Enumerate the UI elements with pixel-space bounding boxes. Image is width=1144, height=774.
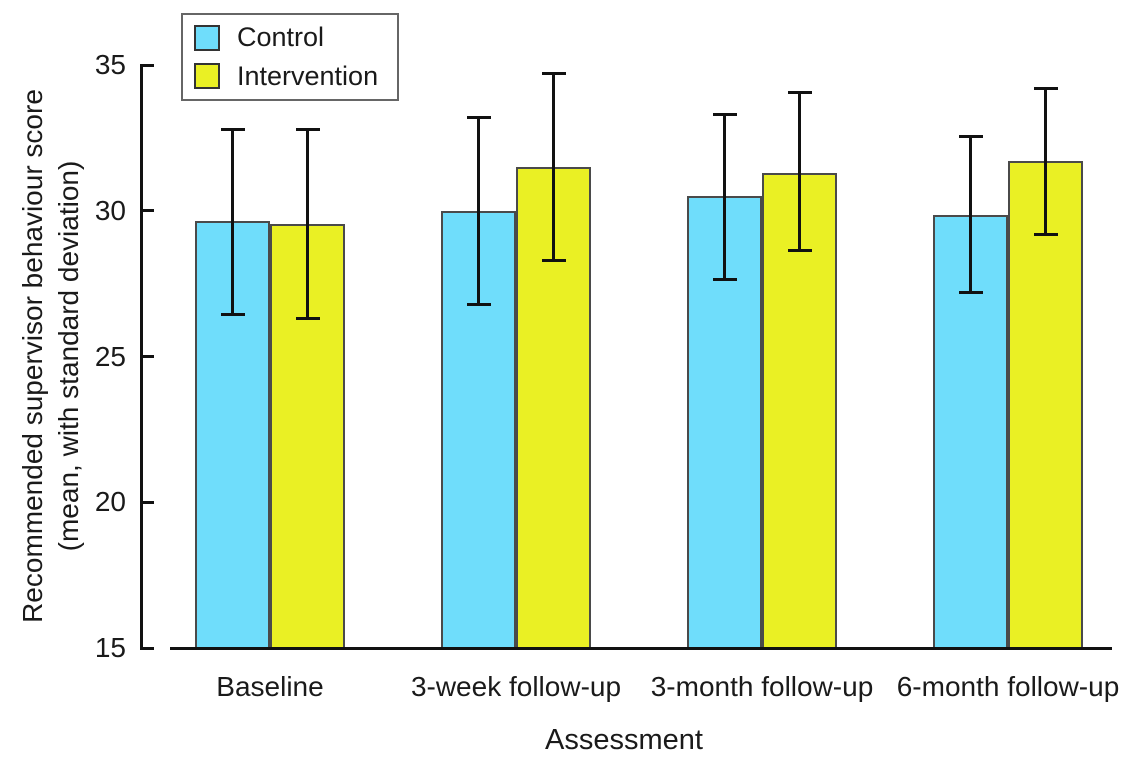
bar-intervention-3 [762, 172, 837, 650]
error-bar-intervention-1 [306, 129, 309, 319]
y-tick-label-15: 15 [94, 632, 126, 663]
error-cap-top-control-1 [220, 127, 245, 131]
error-cap-top-control-3 [712, 113, 737, 117]
x-tick-label-3: 3-month follow-up [650, 671, 874, 702]
error-cap-bottom-control-4 [958, 290, 983, 294]
legend-label-control: Control [237, 22, 325, 53]
y-tick-label-35: 35 [94, 49, 126, 80]
error-bar-intervention-2 [552, 73, 555, 261]
y-tick-20 [143, 500, 154, 504]
error-cap-bottom-intervention-1 [295, 317, 320, 321]
legend-swatch-intervention [194, 63, 220, 90]
error-bar-control-4 [969, 136, 972, 293]
error-cap-bottom-intervention-4 [1033, 232, 1058, 236]
y-tick-label-20: 20 [94, 486, 126, 518]
error-bar-control-1 [231, 129, 234, 315]
legend-item-intervention: Intervention [194, 61, 397, 92]
y-tick-label-30: 30 [94, 194, 126, 226]
y-tick-label-25: 25 [94, 340, 126, 372]
legend: Control Intervention [181, 13, 399, 101]
error-cap-top-intervention-1 [295, 127, 320, 131]
y-axis-line [140, 63, 143, 650]
bar-intervention-2 [516, 167, 591, 650]
y-tick-25 [143, 355, 154, 358]
bar-control-3 [687, 196, 762, 650]
x-axis-line [170, 646, 1112, 650]
error-cap-bottom-control-2 [466, 302, 491, 306]
legend-label-intervention: Intervention [237, 60, 379, 91]
error-bar-intervention-3 [798, 92, 801, 251]
error-bar-control-3 [723, 114, 726, 280]
x-tick-label-1: Baseline [216, 671, 324, 702]
error-cap-bottom-control-1 [220, 312, 245, 316]
y-tick-30 [143, 209, 154, 213]
x-tick-label-4: 6-month follow-up [896, 671, 1120, 702]
x-axis-title: Assessment [545, 724, 703, 756]
error-cap-top-control-4 [958, 134, 983, 138]
error-cap-top-control-2 [466, 115, 491, 119]
error-bar-control-2 [477, 117, 480, 305]
bar-intervention-4 [1008, 161, 1083, 650]
error-cap-bottom-control-3 [712, 277, 737, 281]
legend-swatch-control [194, 24, 220, 51]
x-tick-label-2: 3-week follow-up [410, 671, 622, 702]
error-cap-bottom-intervention-3 [787, 248, 812, 252]
error-cap-bottom-intervention-2 [541, 258, 566, 262]
y-tick-35 [143, 63, 154, 67]
error-cap-top-intervention-3 [787, 91, 812, 95]
legend-item-control: Control [194, 22, 397, 53]
error-cap-top-intervention-4 [1033, 86, 1058, 90]
error-cap-top-intervention-2 [541, 72, 566, 76]
y-tick-15 [143, 646, 154, 650]
error-bar-intervention-4 [1044, 88, 1047, 235]
